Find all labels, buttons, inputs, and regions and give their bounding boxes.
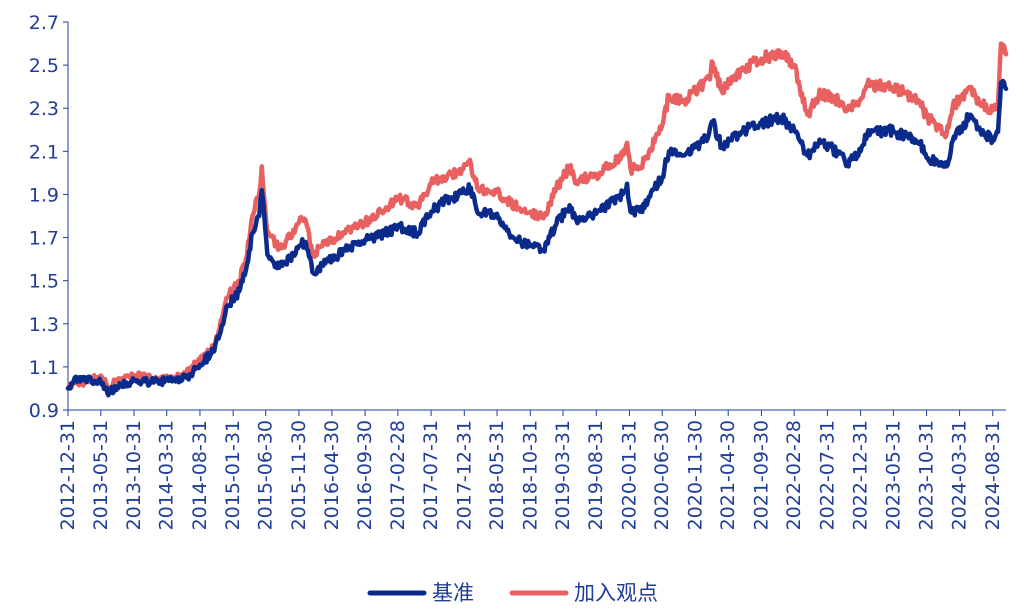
x-tick-label: 2014-08-31 bbox=[189, 420, 211, 530]
y-tick-label: 1.7 bbox=[29, 228, 59, 250]
x-tick-label: 2019-03-31 bbox=[552, 420, 574, 530]
series-layer bbox=[65, 41, 1009, 398]
x-tick-label: 2012-12-31 bbox=[57, 420, 79, 530]
series-line-benchmark bbox=[65, 78, 1009, 398]
legend: 基准 加入观点 bbox=[367, 581, 658, 605]
y-tick-label: 2.1 bbox=[29, 141, 59, 163]
y-tick-label: 1.5 bbox=[29, 271, 59, 293]
x-tick-label: 2022-07-31 bbox=[816, 420, 838, 530]
x-tick-label: 2017-07-31 bbox=[420, 420, 442, 530]
x-tick-label: 2021-04-30 bbox=[717, 420, 739, 530]
series-line-with-views bbox=[65, 41, 1009, 392]
x-tick-label: 2022-02-28 bbox=[783, 420, 805, 530]
x-tick-label: 2020-01-31 bbox=[618, 420, 640, 530]
y-tick-label: 1.1 bbox=[29, 357, 59, 379]
x-tick-label: 2019-08-31 bbox=[585, 420, 607, 530]
x-axis: 2012-12-31 2013-05-31 2013-10-31 2014-03-31… bbox=[57, 409, 1006, 530]
x-tick-label: 2016-04-30 bbox=[321, 420, 343, 530]
legend-label: 基准 bbox=[432, 581, 474, 605]
x-tick-label: 2024-03-31 bbox=[949, 420, 971, 530]
x-tick-label: 2023-10-31 bbox=[916, 420, 938, 530]
x-tick-label: 2017-02-28 bbox=[387, 420, 409, 530]
x-tick-label: 2020-11-30 bbox=[684, 420, 706, 530]
x-tick-label: 2021-09-30 bbox=[750, 420, 772, 530]
x-tick-label: 2020-06-30 bbox=[651, 420, 673, 530]
x-tick-label: 2015-01-31 bbox=[222, 420, 244, 530]
x-tick-label: 2018-10-31 bbox=[519, 420, 541, 530]
y-tick-label: 0.9 bbox=[29, 400, 59, 422]
x-tick-label: 2024-08-31 bbox=[982, 420, 1004, 530]
y-tick-label: 2.7 bbox=[29, 12, 59, 34]
y-tick-label: 2.3 bbox=[29, 98, 59, 120]
x-tick-label: 2013-05-31 bbox=[90, 420, 112, 530]
legend-label: 加入观点 bbox=[574, 581, 658, 605]
y-tick-label: 2.5 bbox=[29, 55, 59, 77]
x-tick-label: 2023-05-31 bbox=[882, 420, 904, 530]
x-tick-label: 2016-09-30 bbox=[354, 420, 376, 530]
y-tick-label: 1.9 bbox=[29, 184, 59, 206]
x-tick-label: 2018-05-31 bbox=[486, 420, 508, 530]
y-tick-label: 1.3 bbox=[29, 314, 59, 336]
x-tick-label: 2022-12-31 bbox=[850, 420, 872, 530]
x-tick-label: 2014-03-31 bbox=[156, 420, 178, 530]
x-tick-label: 2013-10-31 bbox=[123, 420, 145, 530]
x-tick-label: 2015-11-30 bbox=[288, 420, 310, 530]
x-tick-label: 2015-06-30 bbox=[255, 420, 277, 530]
y-axis: 0.9 1.1 1.3 1.5 1.7 1.9 2.1 2.3 2.5 2.7 bbox=[29, 12, 69, 422]
x-tick-label: 2017-12-31 bbox=[453, 420, 475, 530]
